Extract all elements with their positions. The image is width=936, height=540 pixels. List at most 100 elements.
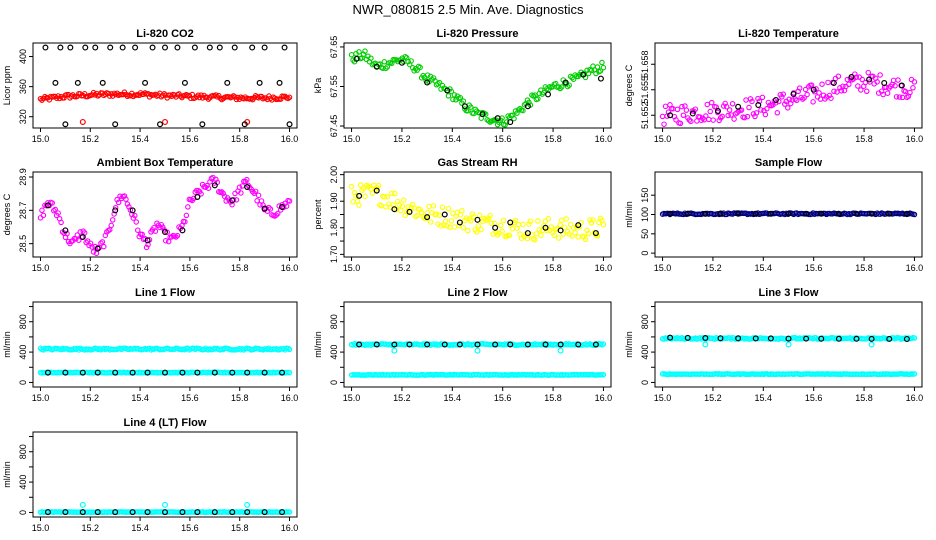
y-tick-label: 400 (18, 49, 28, 64)
data-point (181, 79, 188, 86)
series-raw (37, 509, 293, 516)
data-point (772, 96, 779, 103)
data-point (279, 204, 286, 211)
data-point (44, 202, 51, 209)
raw-point (570, 225, 577, 231)
data-point (507, 219, 514, 226)
panel-rh: Gas Stream RH percent 15.0 15.2 15.4 15.6 15.8… (313, 157, 612, 273)
raw-point (465, 227, 471, 234)
raw-point (895, 77, 901, 83)
data-point (57, 44, 64, 51)
y-tick-label: 800 (329, 314, 339, 329)
data-point (149, 44, 156, 51)
raw-point (717, 115, 724, 121)
data-point (67, 44, 74, 51)
raw-point (801, 95, 807, 101)
raw-point (527, 218, 534, 225)
raw-point (600, 341, 607, 347)
raw-point (205, 96, 212, 102)
raw-point (503, 119, 510, 125)
raw-point (369, 190, 376, 196)
raw-point (688, 118, 694, 125)
data-point (129, 369, 136, 376)
data-point (790, 90, 797, 97)
raw-point (804, 91, 810, 98)
data-point (261, 205, 268, 212)
raw-point (567, 221, 574, 228)
raw-point (282, 200, 288, 207)
raw-point (746, 104, 752, 111)
data-point (112, 509, 119, 516)
data-point (391, 347, 398, 354)
data-point (112, 369, 119, 376)
data-point (79, 234, 86, 241)
raw-point (597, 68, 604, 74)
data-point (785, 210, 792, 217)
data-point (444, 87, 451, 94)
raw-point (134, 227, 141, 233)
raw-point (563, 216, 569, 222)
raw-point (802, 86, 809, 93)
series-raw-low (348, 371, 607, 378)
data-point (524, 103, 531, 110)
raw-point (659, 113, 666, 120)
raw-point (442, 218, 449, 224)
data-point (132, 44, 139, 51)
raw-point (375, 182, 382, 189)
raw-point (457, 94, 464, 101)
x-tick-label: 15.6 (181, 523, 199, 533)
data-point (129, 509, 136, 516)
x-tick-label: 15.2 (393, 263, 411, 273)
raw-point (81, 91, 88, 97)
x-tick-label: 15.8 (231, 263, 249, 273)
data-point (62, 227, 69, 234)
data-point (767, 210, 774, 217)
raw-point (286, 369, 293, 376)
raw-point (102, 91, 109, 98)
series-2.5 min avg (44, 182, 286, 252)
panel-title: Line 1 Flow (135, 287, 195, 299)
x-tick-label: 16.0 (906, 393, 924, 403)
raw-point (132, 212, 138, 219)
plot-frame (32, 171, 298, 258)
y-tick-label: 800 (18, 444, 28, 459)
raw-point (183, 91, 190, 98)
raw-point (198, 191, 204, 197)
raw-point (828, 95, 834, 101)
series-raw (348, 182, 607, 243)
data-point (194, 194, 201, 201)
data-point (229, 197, 236, 204)
data-point (752, 210, 759, 217)
data-point (216, 44, 223, 51)
data-point (74, 79, 81, 86)
raw-point (588, 220, 595, 226)
raw-point (471, 214, 477, 220)
x-tick-label: 15.4 (444, 393, 462, 403)
data-point (224, 79, 231, 86)
raw-point (816, 90, 822, 96)
x-tick-label: 16.0 (906, 134, 924, 144)
raw-point (183, 212, 190, 219)
data-point (717, 335, 724, 342)
raw-point (892, 83, 898, 89)
raw-point (555, 235, 562, 241)
raw-point (859, 76, 866, 83)
y-tick-label: 2.00 (329, 166, 339, 184)
raw-point (436, 79, 443, 86)
x-tick-label: 16.0 (595, 134, 613, 144)
raw-point (725, 112, 731, 119)
x-tick-label: 15.6 (494, 134, 512, 144)
raw-point (874, 79, 880, 85)
data-point (157, 121, 164, 128)
x-tick-label: 15.4 (131, 393, 149, 403)
raw-point (863, 88, 870, 95)
x-tick-label: 15.0 (654, 134, 672, 144)
raw-point (550, 229, 556, 236)
y-tick-label: 28.7 (18, 202, 28, 220)
plot-frame (654, 42, 923, 129)
data-point (162, 229, 169, 236)
data-point (853, 335, 860, 342)
data-point (689, 110, 696, 117)
y-axis-label: kPa (313, 78, 323, 94)
raw-point (236, 184, 243, 191)
